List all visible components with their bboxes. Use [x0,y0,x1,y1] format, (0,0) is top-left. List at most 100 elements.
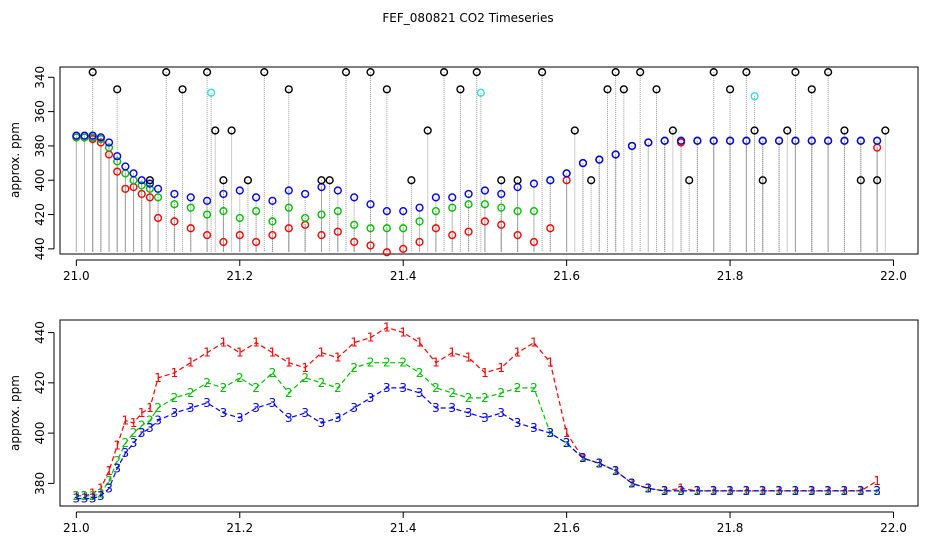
series-3-point-label: 3 [514,416,522,430]
series-3-point-label: 3 [694,484,702,498]
series-1-point-label: 1 [252,336,260,350]
series-3-point [856,136,865,145]
series-1-point [350,237,359,247]
series-1-point-label: 1 [301,361,309,375]
bottom-y-axis: 380 400 420 440 [33,321,55,495]
series-0-point [284,85,293,94]
series-2-point [301,213,310,223]
series-0-point [513,176,522,185]
series-1-point-label: 1 [146,401,154,415]
series-1-point-label: 1 [563,426,571,440]
bottom-plot-frame [59,319,919,507]
series-2-point-label: 2 [81,489,89,503]
series-3-point [153,184,163,193]
series-3-point [284,186,293,195]
series-1-point-label: 1 [857,484,865,498]
series-3-point [742,136,751,145]
series-1-line [76,326,878,497]
series-2-point-label: 2 [220,381,228,395]
series-0-point [472,68,481,77]
series-1-point [145,193,154,202]
series-2-point-label: 2 [857,484,865,498]
series-3-point-label: 3 [775,484,783,498]
series-3-point-label: 3 [252,401,260,415]
series-2-point-label: 2 [203,376,211,390]
series-4-point [750,92,759,101]
series-2-point-label: 2 [465,391,473,405]
top-x-tick-label: 22.0 [880,269,907,283]
series-3-point [562,169,571,178]
series-3-point [807,136,816,145]
series-1-point [333,227,342,236]
series-2-point-label: 2 [171,391,179,405]
series-1-point-label: 1 [645,481,653,495]
series-2-point-label: 2 [645,481,653,495]
series-2-point-label: 2 [710,484,718,498]
series-2-point-label: 2 [367,356,375,370]
series-3-point [252,193,261,202]
series-3-point [497,189,506,199]
series-1-point [268,231,277,240]
series-0-point [202,68,212,77]
series-1-point-label: 1 [334,351,342,365]
series-1-point-label: 1 [448,346,456,360]
series-0-point [685,176,694,185]
series-0-point [260,68,269,77]
series-1-point-label: 1 [97,481,105,495]
series-3-point-label: 3 [285,411,293,425]
series-0-point [456,85,465,94]
series-3-point [415,203,424,212]
bottom-line-layer [76,326,878,500]
series-4-point [207,88,216,97]
bottom-y-axis-label: approx. ppm [8,375,22,451]
series-2-point-label: 2 [694,484,702,498]
series-3-point-label: 3 [146,421,154,435]
series-3-point-label: 3 [759,484,767,498]
series-3-point-label: 3 [432,401,440,415]
top-x-tick-label: 21.2 [226,269,253,283]
series-0-point [145,176,154,185]
series-2-point [382,224,391,233]
series-0-point [824,68,833,77]
series-1-point [186,224,195,233]
series-1-point-label: 1 [546,356,554,370]
series-3-point [578,158,588,168]
top-panel: approx. ppm 21.0 21.2 21.4 21.6 21.8 22.0 340… [8,66,919,283]
series-0-point [725,85,735,94]
series-2-point [202,210,212,219]
series-3-point [186,193,195,202]
series-1-point [366,241,375,250]
bottom-x-tick-label: 21.2 [226,521,253,535]
series-3-point [72,131,81,140]
top-y-axis-label: approx. ppm [8,122,22,198]
series-0-point [611,68,620,77]
top-x-tick-label: 21.0 [63,269,90,283]
series-1-point-label: 1 [694,484,702,498]
series-3-point [774,136,784,145]
series-1-point [235,231,244,240]
series-2-point [399,224,408,233]
series-3-point-label: 3 [73,491,81,505]
series-3-point [709,136,718,145]
series-2-point [252,207,261,216]
series-1-point-label: 1 [383,321,391,335]
top-marker-layer [72,68,890,257]
series-2-point-label: 2 [775,484,783,498]
series-3-point [121,162,130,171]
series-0-point [619,85,628,94]
series-1-point [513,231,522,240]
series-2-point-label: 2 [334,381,342,395]
series-0-point [382,85,391,94]
series-3-point-label: 3 [792,484,800,498]
series-1-point-label: 1 [130,416,138,430]
series-1-point [497,220,506,229]
series-2-point-label: 2 [154,401,162,415]
series-3-point [399,207,408,216]
series-3-point [170,189,179,199]
series-3-point-label: 3 [628,476,636,490]
series-0-point [783,126,792,135]
series-2-point-label: 2 [252,381,260,395]
series-1-point-label: 1 [367,331,375,345]
series-3-point-label: 3 [677,484,685,498]
series-1-point [153,213,163,223]
